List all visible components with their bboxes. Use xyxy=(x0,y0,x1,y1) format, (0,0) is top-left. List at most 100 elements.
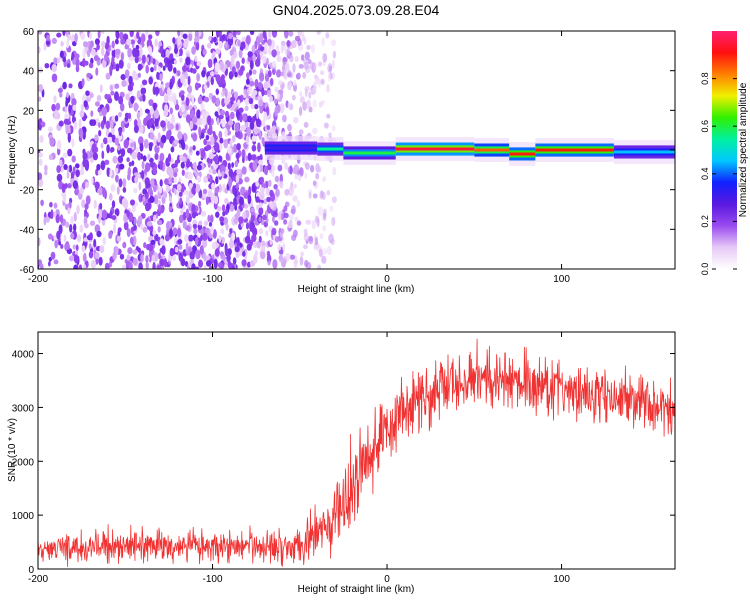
noise-blob xyxy=(249,120,255,130)
spectrogram-x-ticks: -200 -100 0 100 xyxy=(28,31,570,285)
noise-blob xyxy=(178,252,184,262)
noise-blob xyxy=(154,153,159,160)
noise-blob xyxy=(88,251,94,259)
noise-blob xyxy=(94,181,100,190)
noise-blob xyxy=(67,132,72,143)
noise-blob xyxy=(174,46,178,55)
noise-blob xyxy=(81,199,86,208)
noise-blob xyxy=(192,116,198,124)
noise-blob xyxy=(138,181,142,191)
noise-blob xyxy=(82,48,86,59)
noise-blob xyxy=(311,87,317,95)
noise-blob xyxy=(200,149,206,159)
noise-blob xyxy=(82,130,86,140)
noise-blob xyxy=(328,65,332,72)
noise-blob xyxy=(238,69,244,76)
noise-blob xyxy=(156,219,163,226)
noise-blob xyxy=(212,50,216,60)
noise-blob xyxy=(213,258,218,269)
noise-blob xyxy=(224,88,228,98)
noise-blob xyxy=(269,128,275,135)
noise-blob xyxy=(142,196,146,202)
noise-blob xyxy=(203,265,207,269)
noise-blob xyxy=(238,216,244,224)
snr-line-path xyxy=(38,338,675,568)
noise-blob xyxy=(111,200,116,209)
noise-blob xyxy=(283,219,288,225)
noise-blob xyxy=(234,71,238,78)
noise-blob xyxy=(222,254,226,262)
noise-blob xyxy=(265,165,268,176)
spectrogram-x-tick-label: -200 xyxy=(28,274,48,285)
noise-blob xyxy=(159,163,163,171)
snr-plot-area xyxy=(38,332,675,569)
noise-blob xyxy=(118,95,124,105)
noise-blob xyxy=(79,129,84,139)
noise-blob xyxy=(219,137,224,144)
snr-panel: -200 -100 0 100 0 1000 2000 3000 4000 Height of… xyxy=(7,331,676,595)
noise-blob xyxy=(262,214,267,221)
noise-blob xyxy=(235,60,241,69)
noise-blob xyxy=(272,67,276,75)
noise-blob xyxy=(303,121,309,128)
noise-blob xyxy=(317,264,321,269)
noise-blob xyxy=(112,155,118,164)
noise-blob xyxy=(73,121,78,130)
noise-blob xyxy=(297,72,301,78)
noise-blob xyxy=(70,34,76,44)
noise-blob xyxy=(249,221,254,232)
noise-blob xyxy=(231,135,236,143)
noise-blob xyxy=(138,262,143,269)
noise-blob xyxy=(294,56,299,62)
noise-blob xyxy=(296,200,301,208)
noise-blob xyxy=(127,48,133,56)
noise-blob xyxy=(56,230,61,240)
noise-blob xyxy=(235,152,240,160)
noise-blob xyxy=(241,149,246,159)
noise-blob xyxy=(244,176,250,183)
noise-blob xyxy=(60,166,64,173)
noise-blob xyxy=(320,190,324,198)
noise-blob xyxy=(302,72,307,79)
noise-blob xyxy=(273,184,278,190)
noise-blob xyxy=(207,214,211,222)
noise-blob xyxy=(83,264,87,269)
noise-blob xyxy=(57,87,63,93)
noise-blob xyxy=(314,236,318,246)
noise-blob xyxy=(332,50,336,59)
noise-blob xyxy=(259,251,266,260)
noise-blob xyxy=(150,67,154,73)
noise-blob xyxy=(73,212,77,222)
noise-blob xyxy=(278,254,284,263)
snr-x-tick-label: -200 xyxy=(28,574,48,585)
noise-blob xyxy=(210,225,214,235)
noise-blob xyxy=(257,164,261,174)
noise-blob xyxy=(191,263,196,269)
noise-blob xyxy=(178,191,183,197)
noise-blob xyxy=(326,190,331,196)
noise-blob xyxy=(210,71,215,77)
noise-blob xyxy=(68,164,73,173)
noise-blob xyxy=(79,224,84,233)
noise-blob xyxy=(326,84,330,93)
noise-blob xyxy=(104,93,109,100)
noise-blob xyxy=(240,125,247,132)
noise-blob xyxy=(127,247,133,255)
noise-blob xyxy=(167,176,173,185)
noise-blob xyxy=(141,160,145,170)
noise-blob xyxy=(276,55,282,63)
noise-blob xyxy=(255,181,260,187)
noise-blob xyxy=(132,235,137,246)
noise-blob xyxy=(56,139,62,150)
noise-blob xyxy=(203,84,208,90)
noise-blob xyxy=(250,207,255,213)
signal-core xyxy=(343,151,396,155)
noise-blob xyxy=(284,162,289,170)
noise-blob xyxy=(268,95,273,103)
noise-blob xyxy=(102,187,106,198)
noise-blob xyxy=(122,178,127,188)
noise-blob xyxy=(132,47,138,58)
noise-blob xyxy=(109,193,113,201)
noise-blob xyxy=(141,33,146,43)
noise-blob xyxy=(192,162,197,169)
